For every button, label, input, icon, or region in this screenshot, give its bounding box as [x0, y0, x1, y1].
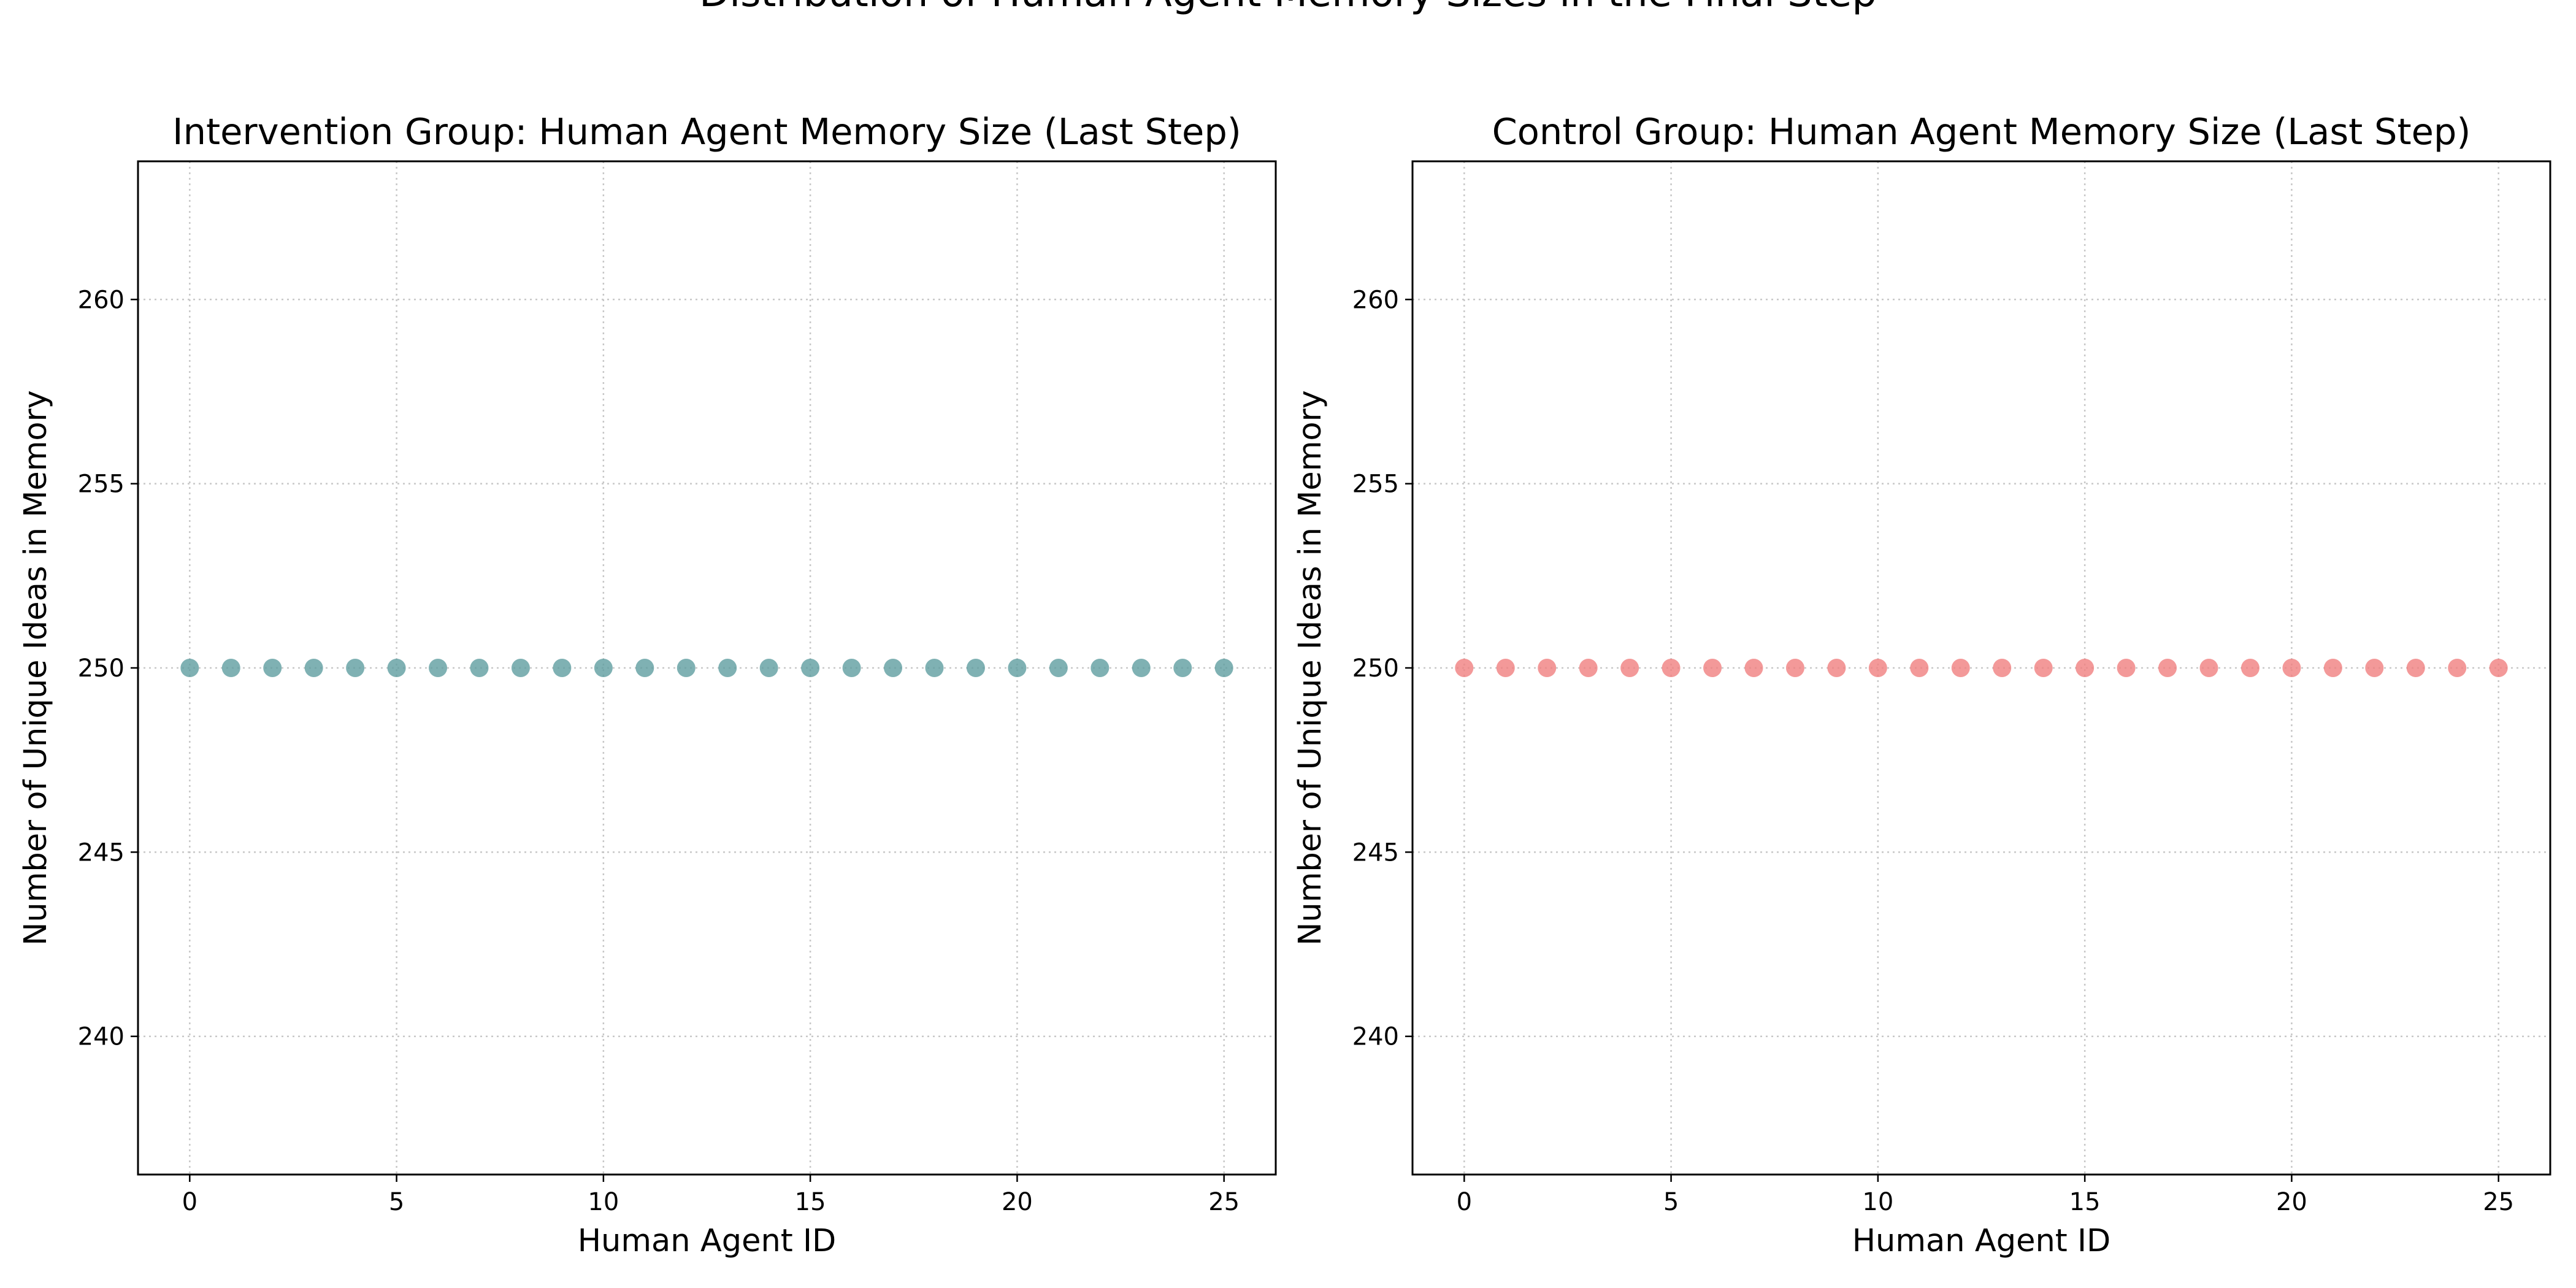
data-point	[1910, 659, 1929, 677]
data-point	[635, 659, 654, 677]
control-y-axis-label: Number of Unique Ideas in Memory	[1292, 390, 1328, 946]
y-tick-label: 240	[78, 1023, 125, 1051]
data-point	[1785, 659, 1804, 677]
x-tick-label: 5	[1663, 1188, 1679, 1216]
data-point	[1173, 659, 1192, 677]
x-tick-label: 0	[182, 1188, 197, 1216]
data-point	[2448, 659, 2467, 677]
data-point	[2241, 659, 2260, 677]
data-point	[2406, 659, 2425, 677]
data-point	[1620, 659, 1639, 677]
control-chart-title: Control Group: Human Agent Memory Size (…	[1492, 110, 2471, 153]
y-tick-label: 260	[1352, 286, 1399, 314]
data-point	[1214, 659, 1233, 677]
data-point	[2034, 659, 2053, 677]
x-tick-label: 15	[795, 1188, 826, 1216]
y-tick-label: 245	[78, 838, 125, 867]
figure-suptitle: Distribution of Human Agent Memory Sizes…	[699, 0, 1877, 16]
data-point	[1538, 659, 1557, 677]
x-tick-label: 20	[1002, 1188, 1033, 1216]
x-tick-label: 15	[2069, 1188, 2101, 1216]
data-point	[387, 659, 406, 677]
data-point	[1993, 659, 2012, 677]
data-point	[2158, 659, 2177, 677]
data-point	[1827, 659, 1846, 677]
data-point	[1496, 659, 1515, 677]
intervention-x-axis-label: Human Agent ID	[578, 1223, 837, 1259]
data-point	[842, 659, 861, 677]
intervention-panel: 0 5 10 15 20 25 240 245 250 255 260 Intervention Gr…	[18, 110, 1277, 1259]
data-point	[1744, 659, 1763, 677]
y-tick-label: 260	[78, 286, 125, 314]
data-point	[2199, 659, 2218, 677]
x-tick-label: 25	[2483, 1188, 2514, 1216]
y-tick-label: 250	[78, 654, 125, 683]
x-tick-label: 20	[2276, 1188, 2307, 1216]
data-point	[966, 659, 985, 677]
data-point	[2282, 659, 2301, 677]
data-point	[718, 659, 737, 677]
x-tick-label: 10	[1862, 1188, 1893, 1216]
data-point	[553, 659, 572, 677]
data-point	[1049, 659, 1068, 677]
data-point	[304, 659, 323, 677]
x-tick-label: 25	[1208, 1188, 1240, 1216]
data-point	[221, 659, 240, 677]
data-point	[470, 659, 489, 677]
y-tick-label: 240	[1352, 1023, 1399, 1051]
data-point	[884, 659, 903, 677]
y-tick-label: 250	[1352, 654, 1399, 683]
y-tick-label: 255	[1352, 470, 1399, 499]
control-x-axis-label: Human Agent ID	[1852, 1223, 2111, 1259]
data-point	[1662, 659, 1681, 677]
control-panel: 0 5 10 15 20 25 240 245 250 255 260 Control Group: …	[1292, 110, 2551, 1259]
data-point	[263, 659, 282, 677]
data-point	[925, 659, 944, 677]
intervention-chart-title: Intervention Group: Human Agent Memory S…	[172, 110, 1241, 153]
data-point	[429, 659, 448, 677]
data-point	[1132, 659, 1151, 677]
data-point	[346, 659, 365, 677]
data-point	[594, 659, 613, 677]
data-point	[2365, 659, 2384, 677]
data-point	[1703, 659, 1722, 677]
y-tick-label: 255	[78, 470, 125, 499]
data-point	[677, 659, 696, 677]
x-tick-label: 0	[1457, 1188, 1472, 1216]
y-tick-label: 245	[1352, 838, 1399, 867]
data-point	[1579, 659, 1598, 677]
data-point	[2323, 659, 2342, 677]
data-point	[1951, 659, 1970, 677]
data-point	[1455, 659, 1474, 677]
data-point	[2076, 659, 2095, 677]
intervention-y-axis-label: Number of Unique Ideas in Memory	[18, 390, 54, 946]
data-point	[759, 659, 778, 677]
x-tick-label: 5	[389, 1188, 404, 1216]
data-point	[801, 659, 820, 677]
data-point	[1868, 659, 1887, 677]
data-point	[511, 659, 530, 677]
data-point	[180, 659, 199, 677]
data-point	[2489, 659, 2508, 677]
data-point	[1091, 659, 1110, 677]
x-tick-label: 10	[588, 1188, 619, 1216]
data-point	[2117, 659, 2136, 677]
data-point	[1008, 659, 1027, 677]
